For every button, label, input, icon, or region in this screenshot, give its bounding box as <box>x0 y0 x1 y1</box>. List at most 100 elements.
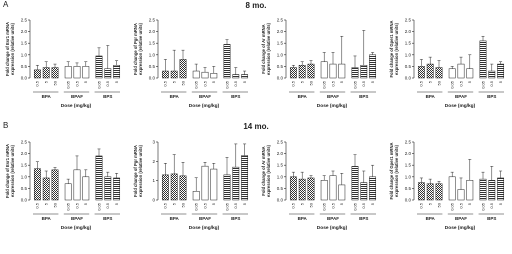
dose-label: 0.05 <box>96 80 101 89</box>
bar <box>417 182 425 201</box>
group-label: BPAF <box>199 216 211 221</box>
bar <box>223 44 231 79</box>
y-tick-label: 0.5 <box>149 64 156 69</box>
bar <box>113 177 121 201</box>
bar <box>369 176 377 201</box>
y-tick-label: 0.0 <box>405 198 412 203</box>
dose-label: 0.5 <box>419 202 424 208</box>
dose-label: 5 <box>300 202 305 205</box>
dose-label: 0.05 <box>66 202 71 211</box>
dose-label: 5 <box>211 202 216 205</box>
dose-label: 50 <box>180 80 185 85</box>
dose-label: 0.5 <box>458 80 463 86</box>
bar <box>360 182 368 201</box>
bar <box>64 183 72 201</box>
x-axis-label: Dose (mg/kg) <box>317 225 348 231</box>
y-tick-label: 1.0 <box>405 52 412 57</box>
group-label: BPS <box>103 94 112 99</box>
group-label: BPA <box>42 216 52 221</box>
dose-label: 0.05 <box>96 202 101 211</box>
bar <box>417 66 425 79</box>
dose-label: 0.5 <box>291 202 296 208</box>
bar <box>82 66 90 79</box>
bar <box>435 183 443 201</box>
bar <box>95 155 103 201</box>
y-tick-label: 0.5 <box>405 186 412 191</box>
bar <box>320 61 328 79</box>
y-tick-label: 2.5 <box>405 18 412 23</box>
x-axis-label: Dose (mg/kg) <box>445 103 476 109</box>
bar <box>223 174 231 201</box>
bar <box>338 184 346 201</box>
y-axis-label: expression (relative units) <box>138 144 143 197</box>
y-axis-label: Fold change of Gper1 mRNA <box>389 142 394 199</box>
dose-label: 50 <box>52 80 57 85</box>
y-tick-label: 1 <box>152 178 155 183</box>
bar <box>51 169 59 201</box>
y-axis-label: Fold change of Esr1 mRNA <box>5 22 10 76</box>
bar <box>289 176 297 201</box>
bar <box>448 68 456 79</box>
bar <box>457 189 465 201</box>
y-tick-label: 2.0 <box>149 29 156 34</box>
bar <box>33 168 41 201</box>
bar <box>466 180 474 201</box>
x-axis-label: Dose (mg/kg) <box>445 225 476 231</box>
y-tick-label: 1.5 <box>149 41 156 46</box>
y-tick-label: 2.5 <box>277 140 284 145</box>
y-axis-label: Fold change of Pgr mRNA <box>133 145 138 197</box>
dose-label: 5 <box>44 80 49 83</box>
x-axis-label: Dose (mg/kg) <box>61 225 92 231</box>
dose-label: 0.5 <box>233 80 238 86</box>
bar <box>241 155 249 201</box>
bar <box>170 70 178 79</box>
group-label: BPA <box>426 94 436 99</box>
group-label: BPA <box>426 216 436 221</box>
y-tick-label: 0.5 <box>277 186 284 191</box>
y-axis-label: Fold change of Esr1 mRNA <box>5 144 10 198</box>
dose-label: 5 <box>370 202 375 205</box>
bar <box>329 63 337 79</box>
dose-label: 0.5 <box>202 80 207 86</box>
bar <box>289 67 297 79</box>
dose-label: 5 <box>428 80 433 83</box>
bar <box>369 54 377 79</box>
bar <box>479 40 487 79</box>
dose-label: 0.5 <box>489 202 494 208</box>
bar <box>42 177 50 201</box>
y-tick-label: 1.0 <box>277 52 284 57</box>
y-tick-label: 2.5 <box>21 140 28 145</box>
dose-label: 0.05 <box>66 80 71 89</box>
dose-label: 0.5 <box>291 80 296 86</box>
bar <box>426 63 434 79</box>
dose-label: 5 <box>467 80 472 83</box>
group-label: BPAF <box>455 94 467 99</box>
dose-label: 5 <box>83 202 88 205</box>
y-axis-label: expression (relative units) <box>266 22 271 75</box>
y-tick-label: 0.0 <box>405 76 412 81</box>
y-tick-label: 0.5 <box>405 64 412 69</box>
y-tick-label: 0.0 <box>277 76 284 81</box>
group-label: BPAF <box>199 94 211 99</box>
bar <box>448 176 456 201</box>
group-label: BPAF <box>327 216 339 221</box>
bar <box>192 191 200 201</box>
bar <box>104 68 112 79</box>
bar <box>179 59 187 79</box>
y-tick-label: 1.5 <box>21 41 28 46</box>
dose-label: 50 <box>308 80 313 85</box>
bar <box>51 67 59 79</box>
y-tick-label: 1.0 <box>21 52 28 57</box>
bar <box>426 183 434 201</box>
x-axis-label: Dose (mg/kg) <box>317 103 348 109</box>
dose-label: 50 <box>436 202 441 207</box>
group-label: BPA <box>298 94 308 99</box>
bar <box>192 70 200 79</box>
group-label: BPS <box>487 94 496 99</box>
y-tick-label: 3 <box>152 140 155 145</box>
group-label: BPS <box>231 94 240 99</box>
y-axis-label: expression (relative units) <box>394 22 399 75</box>
group-label: BPA <box>42 94 52 99</box>
bar <box>201 165 209 201</box>
y-axis-label: expression (relative units) <box>266 144 271 197</box>
